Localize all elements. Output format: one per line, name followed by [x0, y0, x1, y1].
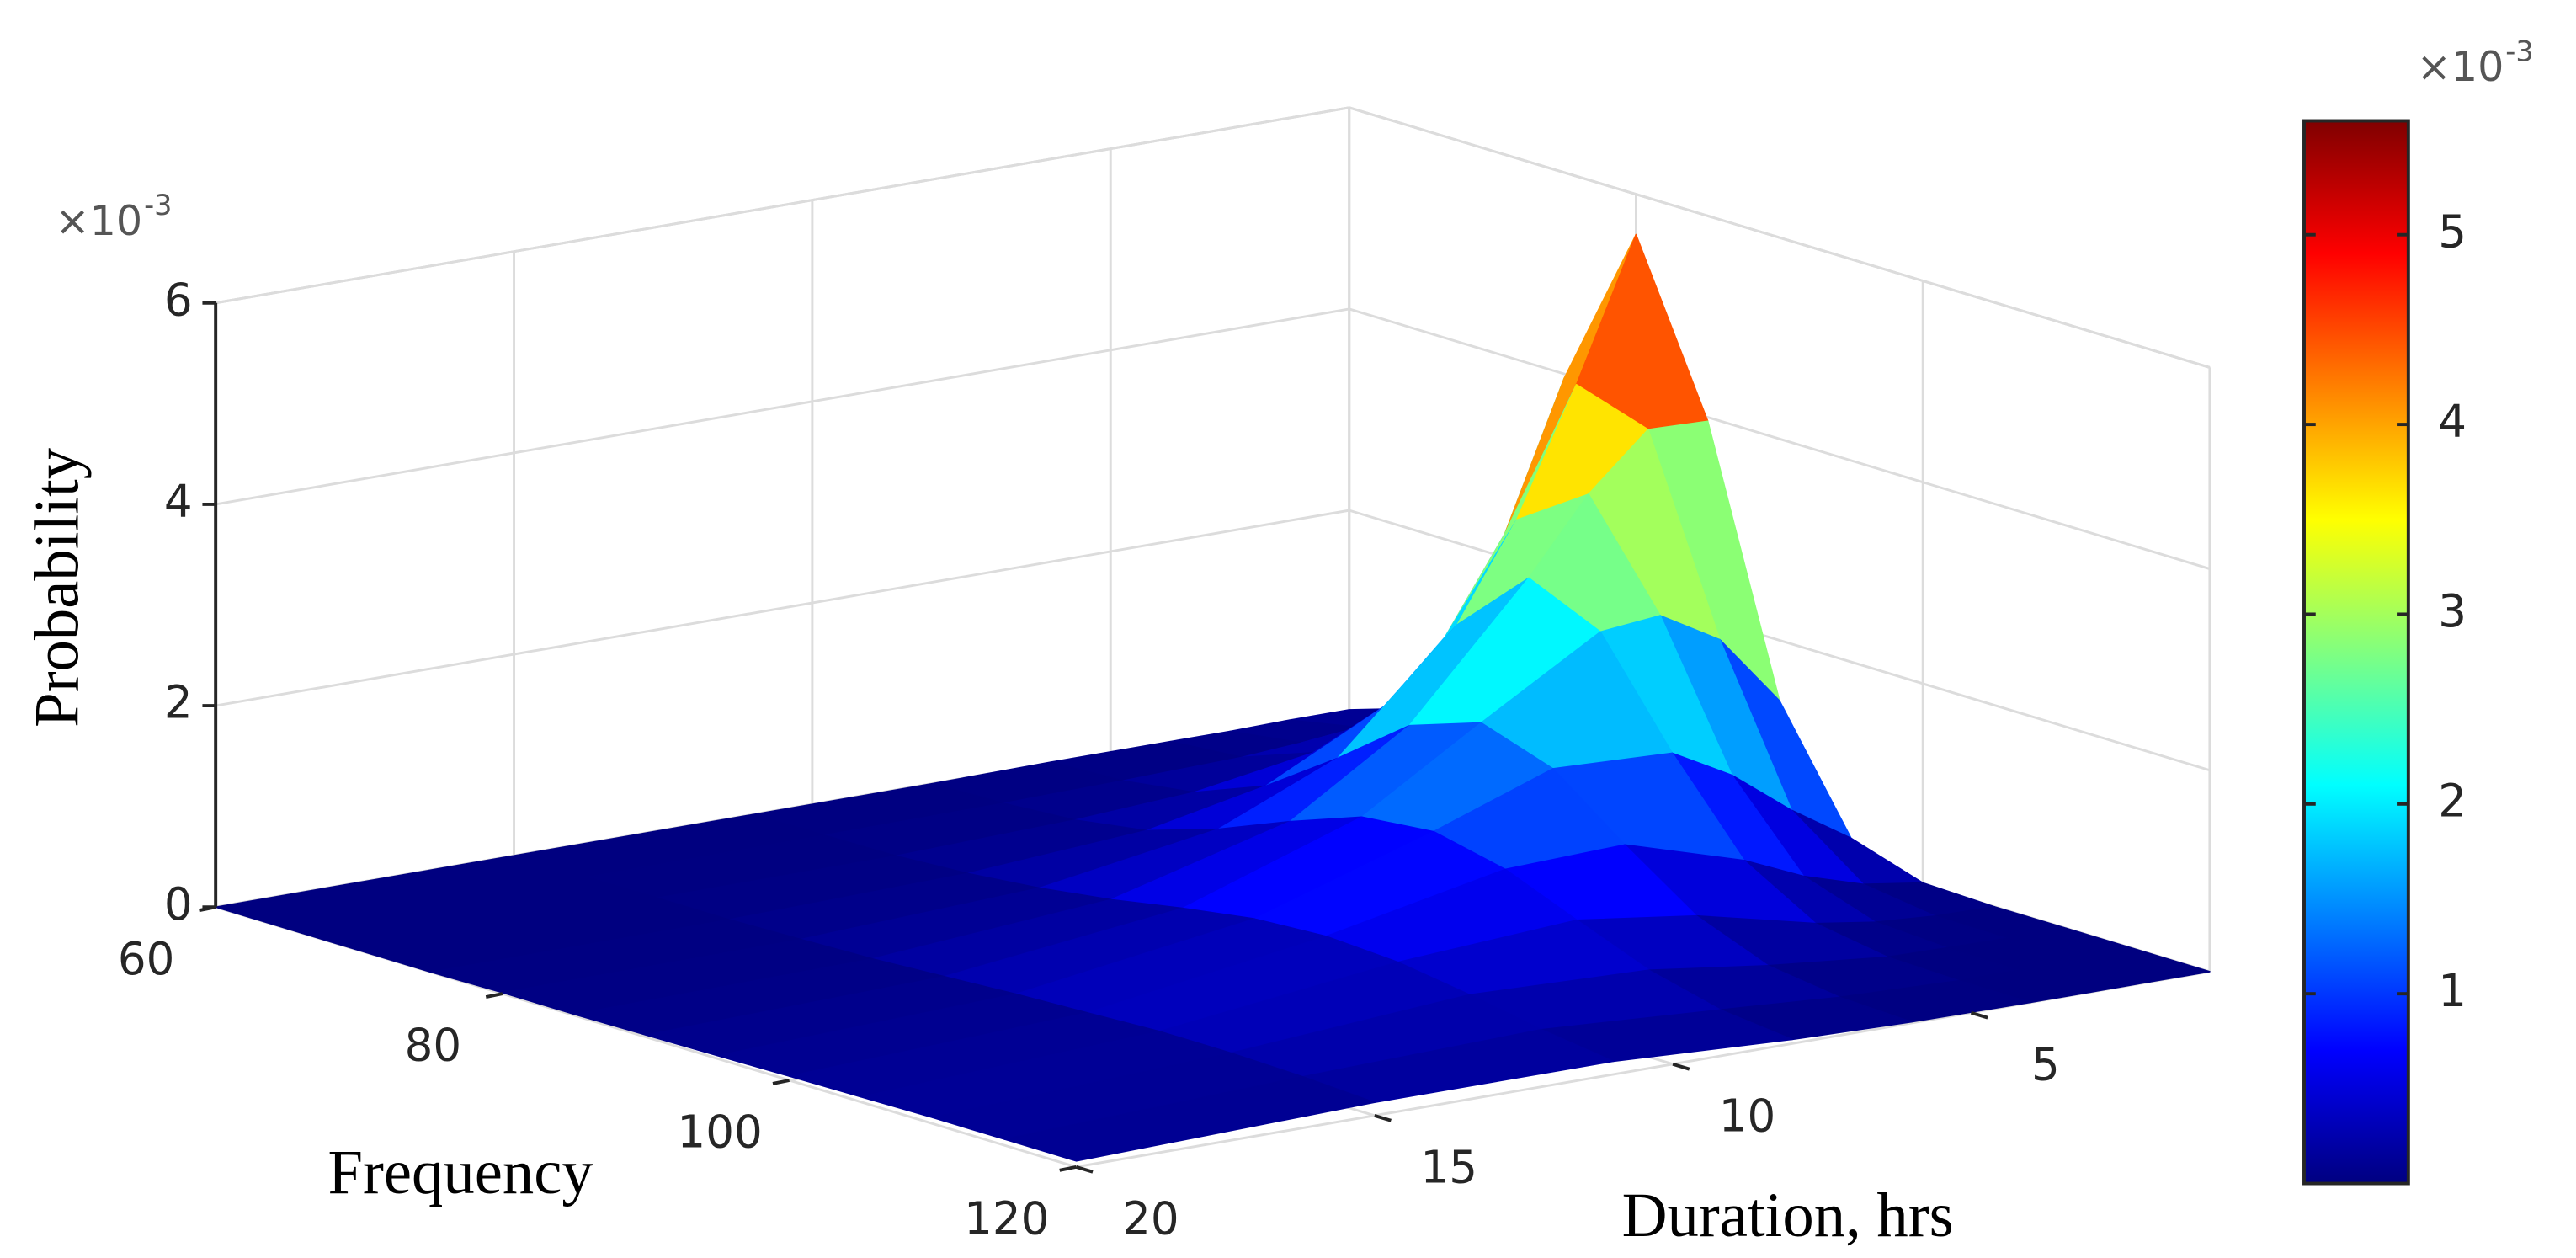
- colorbar-tick-label: 3: [2438, 585, 2467, 637]
- x-tick: [1059, 1165, 1077, 1172]
- grid-line: [1349, 106, 2211, 369]
- y-tick: [1075, 1165, 1094, 1174]
- y-tick-label: 5: [2031, 1038, 2060, 1090]
- x-tick-label: 60: [118, 933, 175, 985]
- z-tick-label: 6: [164, 274, 193, 326]
- grid-line: [215, 106, 1349, 305]
- colorbar-tick-label: 2: [2438, 775, 2467, 827]
- x-axis-label: Frequency: [327, 1138, 593, 1207]
- y-tick-label: 20: [1122, 1192, 1179, 1245]
- surface-patch: [1003, 1075, 1376, 1162]
- x-tick: [485, 992, 503, 999]
- y-tick: [1970, 1010, 1988, 1020]
- exponent-base: ×10: [55, 196, 142, 245]
- exponent-power: -3: [144, 189, 172, 221]
- z-tick-label: 2: [164, 677, 193, 729]
- colorbar-tick-label: 5: [2438, 205, 2467, 258]
- y-tick: [1374, 1113, 1392, 1122]
- x-tick-label: 120: [964, 1192, 1049, 1245]
- colorbar: [2302, 119, 2410, 1186]
- y-tick-label: 15: [1420, 1141, 1477, 1193]
- x-tick-label: 100: [677, 1106, 762, 1159]
- y-tick: [1672, 1062, 1690, 1071]
- x-tick-label: 80: [405, 1020, 462, 1072]
- colorbar-tick-label: 4: [2438, 396, 2467, 448]
- surface: [215, 233, 2211, 1162]
- y-tick-label: 10: [1719, 1090, 1776, 1142]
- grid-line: [1349, 307, 2211, 570]
- z-tick-label: 4: [164, 476, 193, 528]
- colorbar-tick-label: 1: [2438, 965, 2467, 1017]
- x-tick: [199, 905, 216, 913]
- grid-line: [215, 509, 1349, 707]
- x-tick: [772, 1079, 790, 1085]
- y-axis-label: Duration, hrs: [1622, 1181, 1954, 1250]
- z-tick-label: 0: [164, 878, 193, 930]
- grid-line: [215, 307, 1349, 506]
- exponent-base: ×10: [2417, 42, 2504, 91]
- z-axis-label: Probability: [22, 447, 92, 728]
- exponent-power: -3: [2505, 35, 2533, 67]
